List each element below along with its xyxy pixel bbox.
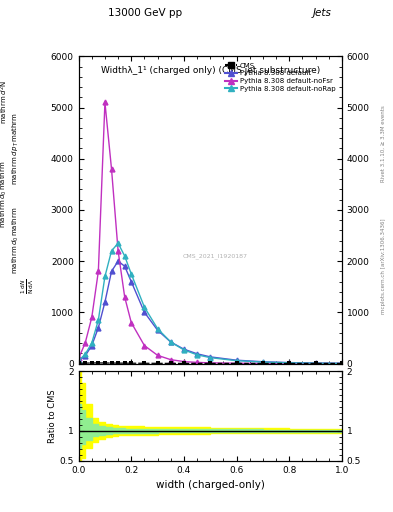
Point (115, 359, 121, 367)
Text: mcplots.cern.ch [arXiv:1306.3436]: mcplots.cern.ch [arXiv:1306.3436] (381, 219, 386, 314)
Point (102, 359, 108, 367)
Point (108, 359, 115, 367)
Point (168, 359, 174, 368)
Point (89, 359, 95, 367)
Point (207, 359, 213, 368)
Text: Rivet 3.1.10, ≥ 3.3M events: Rivet 3.1.10, ≥ 3.3M events (381, 105, 386, 182)
Text: Jets: Jets (313, 8, 332, 18)
X-axis label: width (charged-only): width (charged-only) (156, 480, 265, 490)
Y-axis label: Ratio to CMS: Ratio to CMS (48, 389, 57, 443)
Point (233, 359, 240, 368)
Text: $\mathrm{mathrm}\,d^2\mathrm{N}$: $\mathrm{mathrm}\,d^2\mathrm{N}$ (0, 80, 9, 124)
Point (260, 359, 266, 368)
Point (286, 359, 292, 368)
Point (121, 359, 128, 367)
Point (154, 359, 161, 368)
Text: CMS_2021_I1920187: CMS_2021_I1920187 (183, 253, 248, 259)
Point (75, 359, 82, 368)
Legend: CMS, Pythia 8.308 default, Pythia 8.308 default-noFsr, Pythia 8.308 default-noRa: CMS, Pythia 8.308 default, Pythia 8.308 … (222, 60, 338, 95)
Text: Widthλ_1¹ (charged only) (CMS jet substructure): Widthλ_1¹ (charged only) (CMS jet substr… (101, 66, 320, 75)
Text: $\mathrm{mathrm}\,d_0\,\mathrm{mathrm}$: $\mathrm{mathrm}\,d_0\,\mathrm{mathrm}$ (0, 161, 9, 228)
Point (312, 359, 319, 368)
Text: $\frac{1}{\mathrm{N}}\frac{\mathrm{d}N}{\mathrm{d}\Lambda}$: $\frac{1}{\mathrm{N}}\frac{\mathrm{d}N}{… (19, 279, 36, 294)
Point (181, 359, 187, 368)
Text: $\mathrm{mathrm}\,d\,p_T\,\mathrm{mathrm}$: $\mathrm{mathrm}\,d\,p_T\,\mathrm{mathrm… (11, 112, 21, 185)
Point (141, 359, 148, 368)
Point (339, 359, 345, 368)
Point (128, 359, 134, 367)
Point (95, 359, 101, 367)
Text: $\mathrm{mathrm}\,d_0\,\mathrm{mathrm}$: $\mathrm{mathrm}\,d_0\,\mathrm{mathrm}$ (11, 207, 21, 274)
Point (82, 359, 88, 367)
Text: 13000 GeV pp: 13000 GeV pp (108, 8, 182, 18)
